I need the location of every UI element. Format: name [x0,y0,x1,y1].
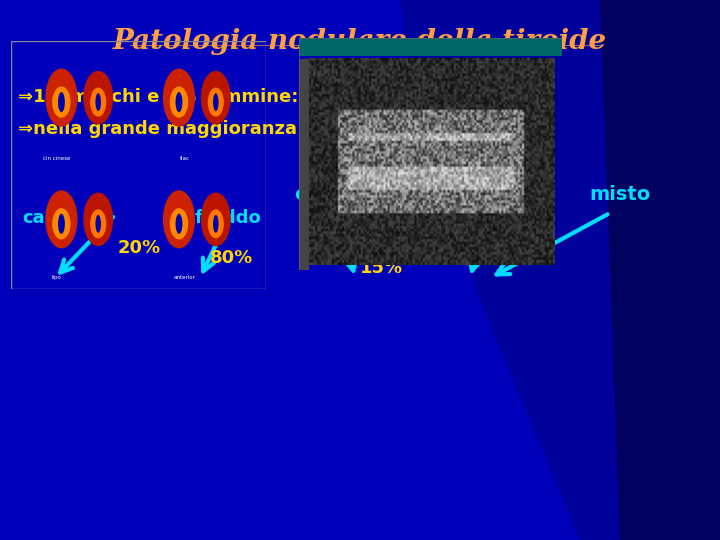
Ellipse shape [58,92,65,112]
Ellipse shape [45,69,78,127]
Text: 85%: 85% [488,239,531,257]
Ellipse shape [170,86,188,118]
Text: freddo: freddo [195,209,262,227]
Polygon shape [400,0,720,540]
Ellipse shape [53,86,71,118]
Ellipse shape [213,215,219,233]
Text: ⇒1% maschi e 6% femmine: nodulo/i tiroide palpabili: ⇒1% maschi e 6% femmine: nodulo/i tiroid… [18,88,553,106]
Ellipse shape [201,71,230,124]
Text: cin cinese: cin cinese [43,156,71,161]
Ellipse shape [176,214,182,234]
Ellipse shape [96,93,101,111]
Text: Patologia nodulare della tiroide: Patologia nodulare della tiroide [113,28,607,55]
Ellipse shape [163,190,195,248]
Text: misto: misto [590,186,651,205]
Text: flac: flac [179,156,189,161]
Ellipse shape [90,87,107,117]
Ellipse shape [176,92,182,112]
Text: caldo: caldo [22,209,76,227]
Ellipse shape [53,208,71,239]
Ellipse shape [84,71,113,124]
Ellipse shape [58,214,65,234]
Text: lipo: lipo [52,275,62,280]
Ellipse shape [208,87,224,117]
Text: ⇒nella grande maggioranza sono benigni (>95%): ⇒nella grande maggioranza sono benigni (… [18,120,514,138]
Ellipse shape [170,208,188,239]
Text: 80%: 80% [210,249,253,267]
Polygon shape [600,0,720,540]
Ellipse shape [213,93,219,111]
Ellipse shape [90,210,107,238]
Text: solido: solido [457,186,523,205]
Bar [299,59,310,270]
Text: 15%: 15% [360,259,403,277]
Ellipse shape [201,193,230,246]
Ellipse shape [208,210,224,238]
Ellipse shape [96,215,101,233]
Bar [299,38,562,56]
Text: cistico: cistico [294,186,366,205]
Ellipse shape [163,69,195,127]
Ellipse shape [84,193,113,246]
Text: anterior: anterior [174,275,196,280]
Text: 20%: 20% [118,239,161,257]
Ellipse shape [45,190,78,248]
